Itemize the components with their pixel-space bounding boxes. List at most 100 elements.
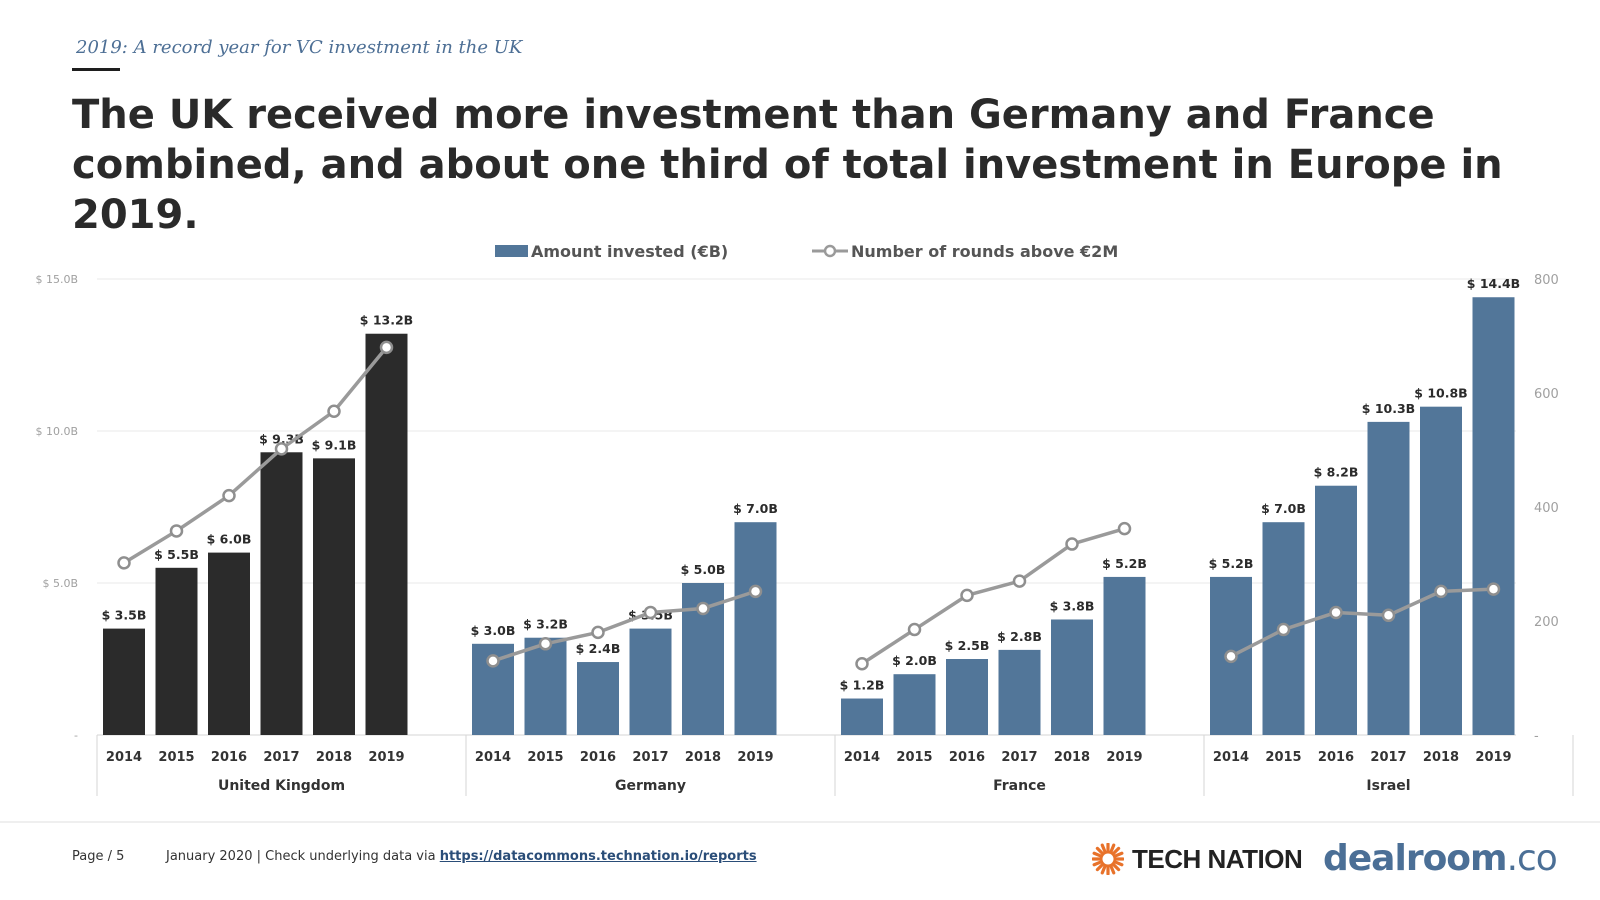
bar [1103, 576, 1146, 735]
sunburst-ray [1092, 859, 1105, 867]
rounds-line [1230, 587, 1494, 658]
x-tick-label: 2018 [1423, 750, 1459, 765]
bar [629, 628, 672, 735]
bar-value-label: $ 3.8B [1050, 598, 1095, 613]
sunburst-ray [1110, 846, 1121, 857]
bar [524, 637, 567, 735]
rounds-marker [538, 637, 553, 651]
bar-value-label: $ 7.0B [1261, 501, 1306, 516]
footer-divider [0, 821, 1600, 823]
bar [260, 452, 303, 735]
rounds-marker [643, 605, 658, 620]
sunburst-ray [1108, 843, 1116, 856]
x-tick-label: 2014 [1213, 750, 1249, 765]
rounds-line [861, 526, 1125, 666]
rounds-marker [117, 556, 131, 570]
x-tick-label: 2014 [475, 750, 511, 765]
rounds-marker [696, 601, 710, 616]
bar-value-label: $ 7.0B [733, 501, 778, 516]
x-tick-label: 2016 [211, 750, 247, 765]
sunburst-ray [1111, 851, 1124, 859]
x-tick-label: 2018 [685, 750, 721, 765]
left-axis-tick-label: $ 5.0B [42, 577, 78, 590]
legend-line-label: Number of rounds above €2M [851, 242, 1118, 261]
bar-value-label: $ 3.0B [471, 623, 516, 638]
rounds-marker [1381, 608, 1396, 623]
rounds-marker [1329, 605, 1343, 620]
dealroom-logo: dealroom.co [1323, 838, 1558, 879]
x-tick-label: 2018 [1054, 750, 1090, 765]
rounds-marker [327, 404, 341, 418]
legend-bar-swatch [495, 245, 528, 257]
bar [893, 674, 936, 735]
rounds-line [123, 346, 388, 565]
left-axis-tick-label: $ 15.0B [35, 273, 78, 286]
bar [208, 552, 250, 735]
bar [103, 628, 145, 735]
dealroom-wordmark: dealroom [1323, 838, 1508, 879]
rounds-marker [1434, 584, 1448, 599]
x-tick-label: 2016 [580, 750, 616, 765]
legend-line-marker [823, 244, 837, 258]
x-tick-label: 2019 [1106, 750, 1142, 765]
bar [1051, 619, 1093, 735]
bar [313, 458, 355, 735]
page-number: Page / 5 [72, 849, 125, 864]
source-link[interactable]: https://datacommons.technation.io/report… [439, 849, 757, 864]
rounds-marker [1065, 537, 1079, 551]
group-label: France [993, 778, 1046, 794]
bar [946, 659, 988, 735]
x-tick-label: 2016 [949, 750, 985, 765]
x-tick-label: 2015 [527, 750, 563, 765]
rounds-marker [486, 654, 500, 668]
bar [155, 567, 198, 735]
bar [734, 522, 777, 735]
legend-bar-label: Amount invested (€B) [531, 242, 728, 261]
rounds-line [492, 589, 757, 663]
bar-value-label: $ 14.4B [1467, 276, 1520, 291]
bar [365, 333, 408, 735]
bar-value-label: $ 13.2B [360, 313, 413, 328]
bar [841, 698, 883, 735]
bar [998, 649, 1041, 735]
sunburst-ray [1110, 861, 1121, 872]
investment-chart: - $ 5.0B $ 10.0B $ 15.0B - 200 400 600 800 Amount… [35, 242, 1574, 796]
bar-value-label: $ 2.5B [945, 638, 990, 653]
bar-value-label: $ 10.8B [1414, 386, 1467, 401]
x-tick-label: 2014 [106, 750, 142, 765]
rounds-marker [748, 584, 763, 599]
x-tick-label: 2014 [844, 750, 880, 765]
rounds-marker [1224, 649, 1238, 664]
bar-value-label: $ 5.5B [154, 547, 199, 562]
bar [577, 662, 619, 735]
source-note: January 2020 | Check underlying data via… [166, 849, 757, 864]
right-axis-tick-label: 400 [1534, 501, 1559, 516]
x-tick-label: 2018 [316, 750, 352, 765]
rounds-marker [274, 442, 289, 456]
rounds-marker [379, 340, 394, 355]
x-tick-label: 2017 [263, 750, 299, 765]
sunburst-ray [1100, 862, 1108, 875]
page-headline: The UK received more investment than Ger… [72, 92, 1503, 238]
x-tick-label: 2017 [1370, 750, 1406, 765]
x-tick-label: 2016 [1318, 750, 1354, 765]
bar-value-label: $ 8.2B [1314, 465, 1359, 480]
x-tick-label: 2017 [632, 750, 668, 765]
subtitle-underline [72, 68, 120, 71]
bar-value-label: $ 2.4B [576, 641, 621, 656]
bar [1367, 421, 1410, 735]
bar-value-label: $ 6.0B [207, 532, 252, 547]
bar-value-label: $ 1.2B [840, 678, 885, 693]
sunburst-ray [1095, 861, 1106, 872]
bar-value-label: $ 5.2B [1102, 556, 1147, 571]
bar-value-label: $ 5.0B [681, 562, 726, 577]
bar-value-label: $ 10.3B [1362, 401, 1415, 416]
left-axis-tick-label: $ 10.0B [35, 425, 78, 438]
dealroom-suffix: .co [1506, 838, 1558, 879]
bar-value-label: $ 3.2B [523, 617, 568, 632]
source-prefix: January 2020 | Check underlying data via [166, 849, 440, 864]
rounds-marker [960, 588, 974, 603]
page-subtitle: 2019: A record year for VC investment in… [76, 37, 523, 58]
right-axis-tick-label: 200 [1534, 615, 1559, 630]
group-label: Israel [1366, 778, 1410, 794]
